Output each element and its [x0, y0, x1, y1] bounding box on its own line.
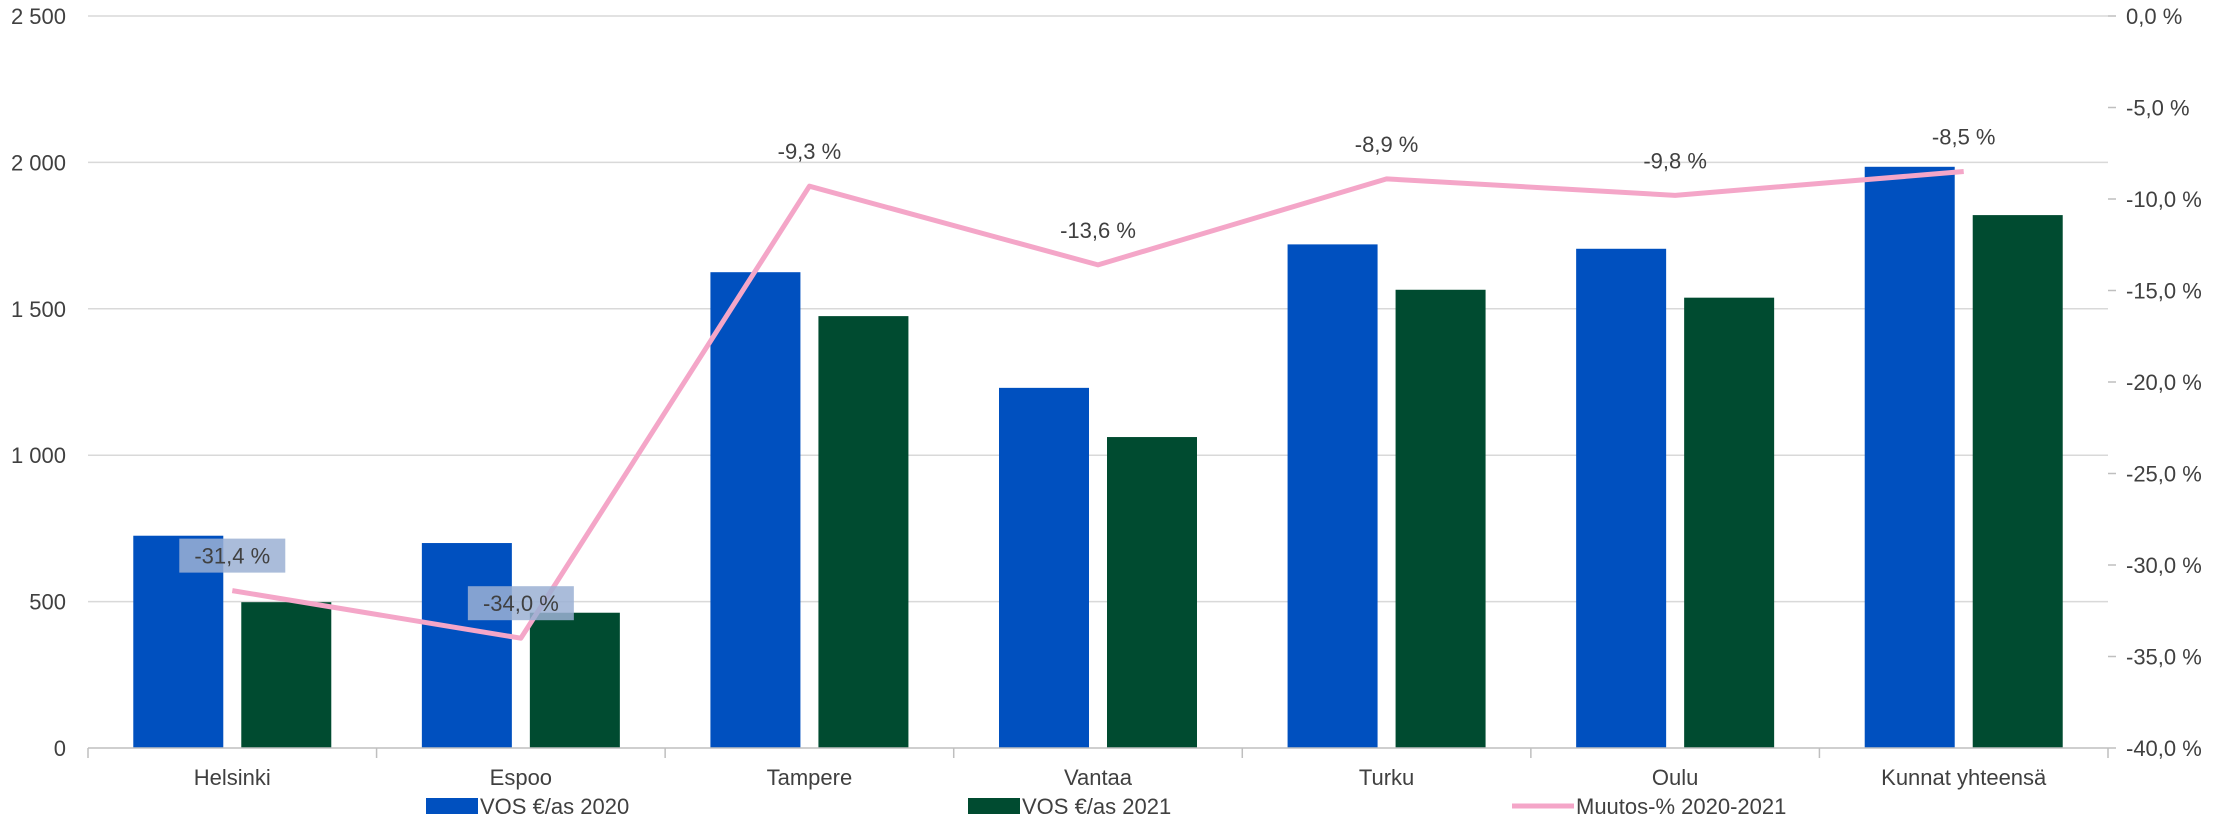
line-series: [231, 169, 1964, 641]
gridlines: [88, 15, 2108, 603]
category-label: Oulu: [1652, 765, 1698, 790]
data-label-background: [467, 586, 574, 621]
right-tick-label: -5,0 %: [2126, 96, 2190, 121]
right-tick-label: -35,0 %: [2126, 645, 2202, 670]
left-axis-ticks: 0 500 1 000 1 500 2 000 2 500: [11, 4, 66, 761]
data-label: -9,8 %: [1643, 148, 1707, 173]
right-tick-label: -30,0 %: [2126, 553, 2202, 578]
legend-swatch: [426, 798, 478, 814]
bar: [818, 316, 909, 748]
category-label: Vantaa: [1064, 765, 1133, 790]
bar: [1287, 244, 1378, 748]
category-label: Kunnat yhteensä: [1881, 765, 2047, 790]
bar: [1395, 289, 1486, 748]
x-axis: Helsinki Espoo Tampere Vantaa Turku Oulu Kunna…: [87, 747, 2109, 790]
bar: [1107, 437, 1197, 748]
bars: [133, 166, 2063, 749]
right-tick-label: -10,0 %: [2126, 187, 2202, 212]
right-tick-label: -20,0 %: [2126, 370, 2202, 395]
right-tick-label: -25,0 %: [2126, 462, 2202, 487]
legend-swatch: [968, 798, 1020, 814]
bar: [529, 612, 620, 748]
category-label: Turku: [1359, 765, 1414, 790]
right-tick-label: -15,0 %: [2126, 279, 2202, 304]
bar: [241, 602, 332, 748]
bar: [1684, 297, 1775, 748]
left-tick-label: 2 000: [11, 150, 66, 175]
bar: [1576, 248, 1667, 748]
category-label: Espoo: [490, 765, 552, 790]
bar: [1864, 166, 1955, 749]
category-label: Helsinki: [194, 765, 271, 790]
bar: [1972, 215, 2063, 748]
line-data-labels: -31,4 % -34,0 % -9,3 % -13,6 % -8,9 % -9,8 % -…: [179, 125, 1996, 621]
data-label: -13,6 %: [1060, 218, 1136, 243]
data-label: -8,5 %: [1932, 125, 1996, 150]
category-label: Tampere: [767, 765, 853, 790]
legend: VOS €/as 2020 VOS €/as 2021 Muutos-% 2020-…: [426, 794, 1786, 817]
legend-label: VOS €/as 2020: [480, 794, 629, 817]
left-tick-label: 1 500: [11, 297, 66, 322]
data-label: -34,0 %: [483, 591, 559, 616]
data-label: -8,9 %: [1355, 132, 1419, 157]
right-tick-label: -40,0 %: [2126, 736, 2202, 761]
left-tick-label: 0: [54, 736, 66, 761]
bar: [710, 272, 801, 748]
data-label: -31,4 %: [194, 544, 270, 569]
left-tick-label: 500: [29, 590, 66, 615]
legend-label: VOS €/as 2021: [1022, 794, 1171, 817]
left-tick-label: 2 500: [11, 4, 66, 29]
legend-label: Muutos-% 2020-2021: [1576, 794, 1786, 817]
bar: [999, 387, 1089, 748]
bar: [421, 543, 512, 748]
line-series-path: [231, 169, 1964, 641]
right-axis-ticks: 0,0 % -5,0 % -10,0 % -15,0 % -20,0 % -25,0 % -…: [2108, 4, 2202, 761]
data-label-background: [179, 538, 286, 573]
data-label: -9,3 %: [778, 139, 842, 164]
right-tick-label: 0,0 %: [2126, 4, 2182, 29]
left-tick-label: 1 000: [11, 443, 66, 468]
